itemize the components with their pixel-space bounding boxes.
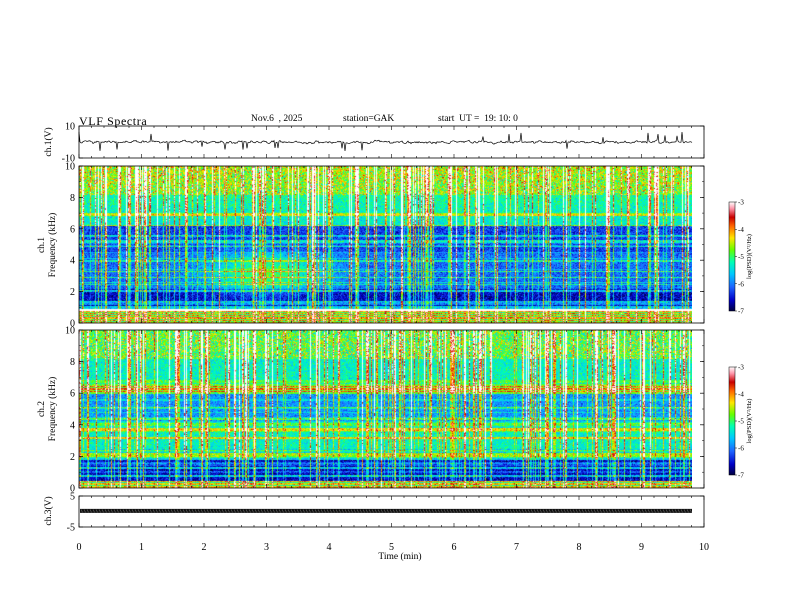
y-tick-label-3: 0	[70, 484, 75, 495]
y-tick-label-3: 2	[70, 452, 75, 463]
x-tick-label: 9	[639, 542, 644, 553]
colorbar-label-1: log(PSD)(V²/Hz)	[746, 234, 753, 279]
station-label: station=GAK	[343, 114, 395, 124]
ch1-voltage-axis-label: ch.1(V)	[43, 127, 54, 156]
x-tick-label: 6	[452, 542, 457, 553]
ch3-waveform-texture	[80, 509, 692, 513]
colorbar-tick-label: -5	[738, 253, 744, 261]
colorbar-label-text: log(PSD)(V²/Hz)	[746, 234, 753, 279]
colorbar-tick-label: -6	[738, 280, 744, 288]
x-tick-label: 10	[699, 542, 709, 553]
spectrogram-image-ch2	[79, 330, 692, 488]
x-tick-label: 1	[139, 542, 144, 553]
y-tick-label-2: 10	[65, 162, 75, 173]
spectrogram-image-ch1	[79, 166, 692, 323]
y-tick-label-1: 10	[65, 122, 75, 133]
ch1-waveform-line	[78, 131, 693, 152]
colorbar-tick-label: -6	[738, 445, 744, 453]
colorbar-label-text: log(PSD)(V²/Hz)	[746, 399, 753, 444]
x-tick-label: 7	[514, 542, 519, 553]
x-tick-label: 0	[77, 542, 82, 553]
y-tick-label-3: 10	[65, 326, 75, 337]
colorbar-tick-label: -5	[738, 418, 744, 426]
colorbar-tick-label: -7	[738, 308, 744, 316]
ch3-waveform-line	[80, 508, 692, 513]
x-axis-label: Time (min)	[378, 551, 421, 562]
x-tick-label: 8	[577, 542, 582, 553]
colorbar-tick-label: -4	[738, 226, 744, 234]
colorbar-2	[728, 366, 736, 476]
colorbar-1	[728, 201, 736, 312]
y-tick-label-2: 2	[70, 287, 75, 298]
y-tick-label-2: 4	[70, 256, 75, 267]
chart-title: VLF Spectra	[79, 114, 148, 128]
y-tick-label-1: -10	[62, 154, 75, 165]
y-tick-label-4: 5	[70, 492, 75, 503]
x-tick-label: 5	[389, 542, 394, 553]
ch1-axis-label: ch.1	[37, 237, 47, 253]
colorbar-label-2: log(PSD)(V²/Hz)	[746, 399, 753, 444]
date-label: Nov.6 , 2025	[251, 114, 303, 124]
y-tick-label-2: 6	[70, 224, 75, 235]
y-tick-label-2: 0	[70, 319, 75, 330]
y-tick-label-3: 4	[70, 420, 75, 431]
x-tick-label: 4	[327, 542, 332, 553]
colorbar-tick-label: -7	[738, 472, 744, 480]
y-tick-label-4: -5	[67, 523, 75, 534]
y-tick-label-3: 6	[70, 389, 75, 400]
colorbar-tick-label: -3	[738, 199, 744, 207]
colorbar-tick-label: -3	[738, 364, 744, 372]
start-time-label: start UT = 19: 10: 0	[438, 114, 518, 124]
x-tick-label: 2	[202, 542, 207, 553]
ch3-voltage-axis-label: ch.3(V)	[43, 496, 54, 525]
x-tick-label: 3	[264, 542, 269, 553]
y-tick-label-3: 8	[70, 357, 75, 368]
ch2-axis-label: ch.2	[37, 401, 47, 417]
colorbar-tick-label: -4	[738, 391, 744, 399]
y-tick-label-2: 8	[70, 193, 75, 204]
ch2-frequency-axis-label: Frequency (kHz)	[47, 377, 58, 442]
ch1-frequency-axis-label: Frequency (kHz)	[47, 213, 58, 278]
